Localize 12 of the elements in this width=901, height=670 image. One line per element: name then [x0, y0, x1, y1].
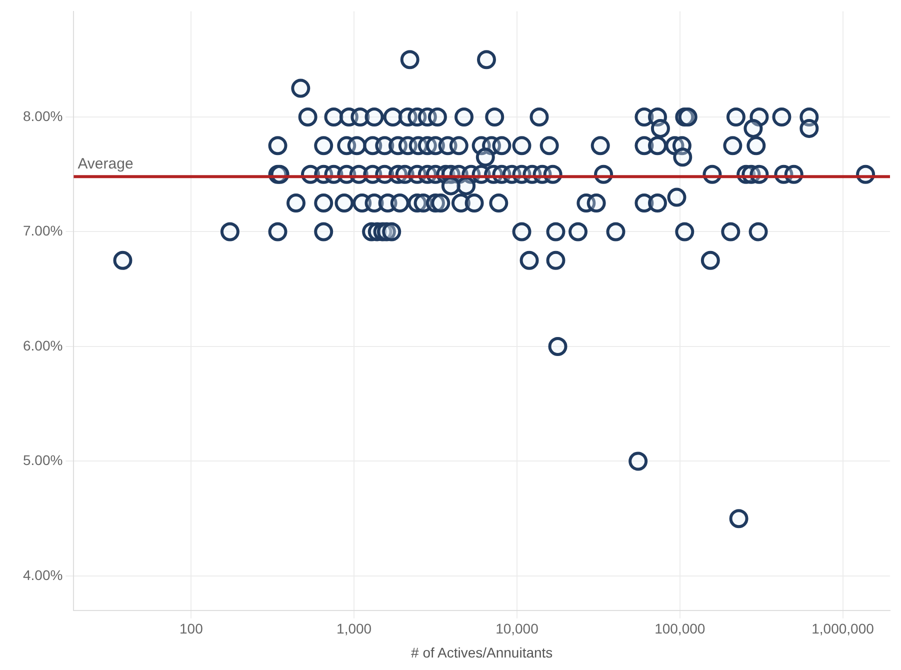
- x-tick-label: 10,000: [496, 620, 539, 637]
- y-tick-label: 5.00%: [22, 452, 63, 468]
- x-tick-label: 1,000: [336, 620, 372, 637]
- x-tick-label: 1,000,000: [812, 620, 874, 637]
- y-tick-label: 4.00%: [22, 566, 63, 583]
- y-tick-label: 8.00%: [22, 108, 63, 124]
- ref-line-label: Average: [78, 155, 134, 172]
- x-axis-title: # of Actives/Annuitants: [411, 644, 553, 660]
- y-tick-label: 6.00%: [22, 337, 63, 354]
- y-tick-label: 7.00%: [22, 222, 63, 239]
- x-tick-label: 100: [180, 620, 204, 637]
- x-tick-label: 100,000: [654, 620, 706, 637]
